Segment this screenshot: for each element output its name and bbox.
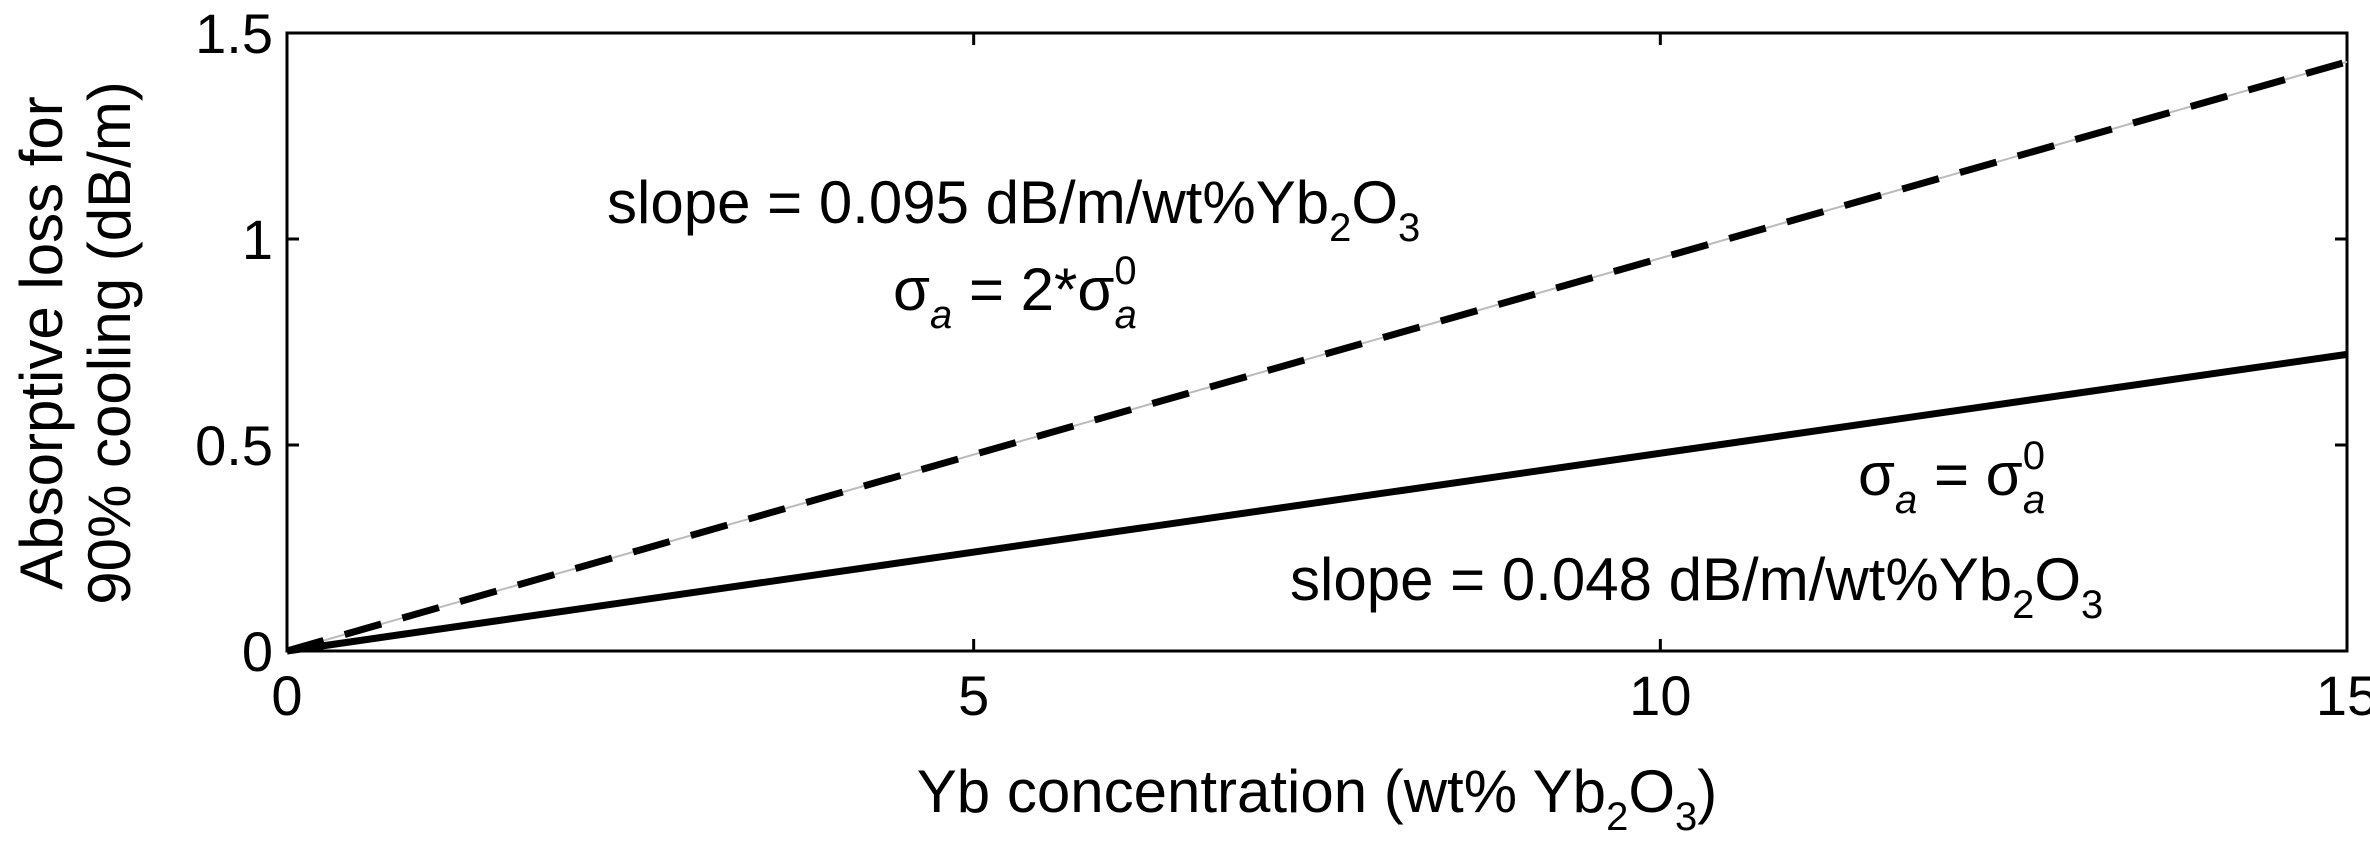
- y-tick-label: 0.5: [195, 414, 273, 477]
- series-line-solid: [286, 350, 2348, 655]
- y-axis-title-line2: 90% cooling (dB/m): [76, 81, 143, 605]
- x-tick-label: 10: [1629, 664, 1691, 727]
- dashed-sigma-annotation: σa = 2*σ0 a: [893, 249, 1137, 337]
- dashed-series-guide: [286, 60, 2348, 652]
- y-tick-label: 1.5: [195, 2, 273, 65]
- y-axis-title-line1: Absorptive loss for: [8, 96, 75, 590]
- x-axis-title: Yb concentration (wt% Yb2O3): [917, 758, 1717, 839]
- y-tick-label: 1: [242, 208, 273, 271]
- y-tick-labels: 0 0.5 1 1.5: [195, 2, 273, 683]
- x-tick-label: 5: [958, 664, 989, 727]
- plot-frame: [285, 31, 2349, 653]
- y-axis-title: Absorptive loss for 90% cooling (dB/m): [8, 81, 143, 605]
- y-tick-label: 0: [242, 620, 273, 683]
- dashed-slope-annotation: slope = 0.095 dB/m/wt%Yb2O3: [607, 169, 1420, 250]
- series-group: [286, 58, 2348, 655]
- solid-sigma-annotation: σa = σ0 a: [1858, 434, 2045, 522]
- x-tick-label: 15: [2316, 664, 2370, 727]
- x-tick-label: 0: [271, 664, 302, 727]
- solid-slope-annotation: slope = 0.048 dB/m/wt%Yb2O3: [1290, 546, 2103, 627]
- x-tick-labels: 0 5 10 15: [271, 664, 2370, 727]
